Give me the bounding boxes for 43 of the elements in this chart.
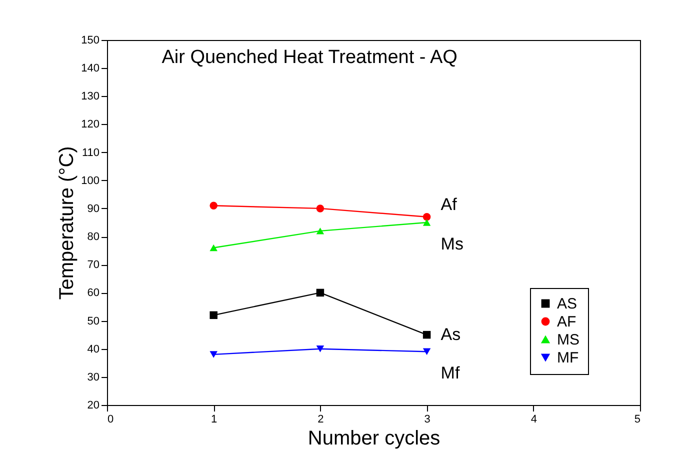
- y-tick-label: 40: [87, 343, 100, 356]
- point: [316, 228, 324, 234]
- point: [210, 202, 218, 210]
- y-tick-label: 140: [81, 62, 100, 75]
- chart-title: Air Quenched Heat Treatment - AQ: [162, 47, 458, 68]
- y-tick-label: 60: [87, 287, 100, 300]
- y-tick-label: 70: [87, 259, 100, 272]
- point: [422, 219, 431, 226]
- point: [316, 345, 324, 352]
- point: [422, 330, 431, 339]
- annotation: Mf: [440, 364, 460, 383]
- point: [422, 348, 431, 356]
- y-tick-label: 90: [87, 202, 100, 215]
- legend-label: AS: [557, 296, 578, 312]
- x-tick-label: 5: [634, 414, 640, 426]
- annotation: Af: [440, 194, 458, 214]
- x-tick-label: 4: [530, 414, 537, 426]
- y-tick-label: 80: [87, 231, 100, 244]
- y-tick-label: 20: [87, 400, 100, 412]
- x-tick-label: 3: [424, 414, 430, 426]
- legend-label: MF: [557, 350, 579, 366]
- point: [316, 288, 324, 297]
- y-tick-label: 120: [81, 118, 100, 131]
- legend-label: AF: [557, 314, 576, 330]
- x-tick-label: 2: [318, 414, 324, 426]
- y-tick-label: 110: [82, 146, 100, 159]
- y-tick-label: 100: [81, 174, 100, 187]
- point: [422, 213, 431, 221]
- y-tick-label: 30: [87, 371, 100, 384]
- x-tick-label: 1: [211, 414, 218, 426]
- y-tick-label: 50: [87, 315, 100, 328]
- x-axis-title: Number cycles: [308, 428, 440, 450]
- x-tick-label: 0: [108, 414, 114, 426]
- point: [210, 311, 218, 320]
- point: [316, 204, 324, 212]
- point: [210, 244, 218, 252]
- y-tick-label: 130: [81, 90, 100, 103]
- y-axis-title: Temperature (°C): [56, 146, 78, 300]
- point: [210, 351, 218, 358]
- annotation: As: [440, 324, 461, 344]
- annotation: Ms: [440, 234, 464, 254]
- y-tick-label: 150: [81, 34, 100, 46]
- legend-label: MS: [557, 332, 580, 348]
